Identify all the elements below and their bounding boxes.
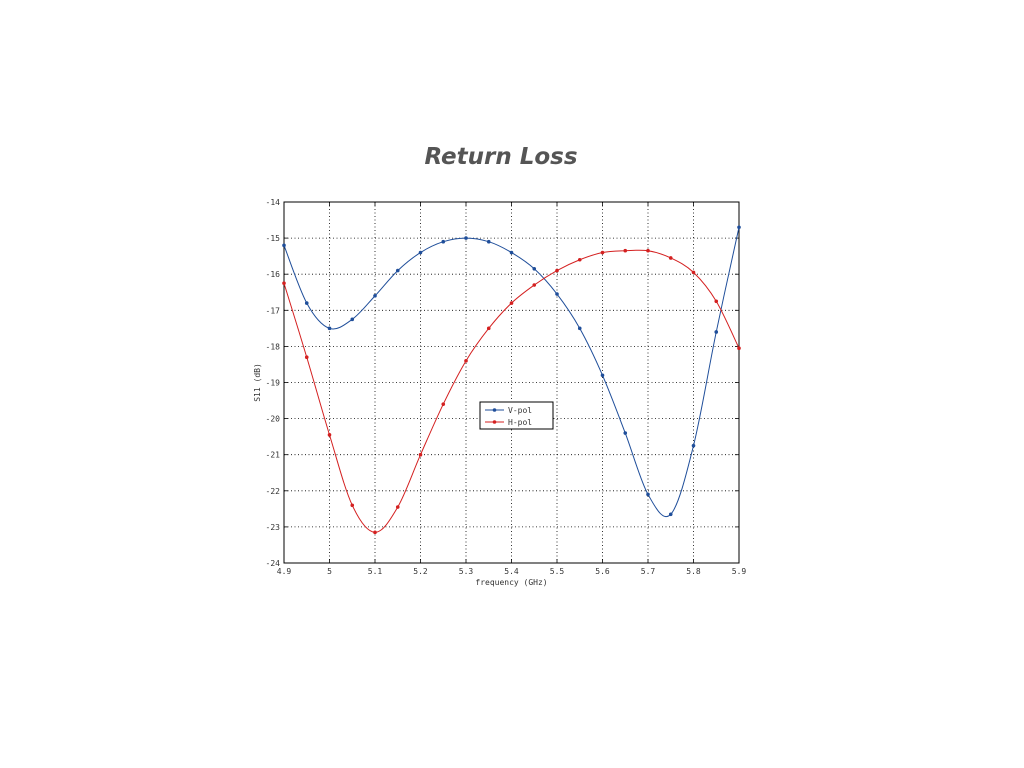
data-point — [486, 326, 491, 331]
data-point — [441, 239, 446, 244]
y-tick-label: -16 — [266, 270, 281, 279]
x-tick-label: 5.9 — [732, 567, 747, 576]
data-point — [486, 239, 491, 244]
x-tick-label: 5.4 — [504, 567, 519, 576]
data-series — [282, 225, 741, 535]
data-point — [600, 250, 605, 255]
data-point — [373, 294, 377, 298]
y-tick-label: -18 — [266, 342, 281, 351]
data-point — [646, 248, 650, 253]
y-tick-label: -20 — [266, 415, 281, 424]
x-tick-label: 5.3 — [459, 567, 474, 576]
data-point — [577, 326, 582, 331]
data-point — [532, 266, 537, 271]
legend-box — [479, 401, 554, 430]
data-point — [418, 452, 423, 457]
data-point — [441, 402, 446, 406]
data-point — [555, 268, 559, 273]
x-axis-tick-labels: 4.9 5 5.1 5.2 5.3 5.4 5.5 5.6 5.7 5.8 5.9 — [277, 567, 747, 576]
data-point — [464, 359, 468, 363]
chart-title: Return Loss — [424, 144, 578, 170]
y-tick-label: -14 — [266, 198, 281, 207]
legend-entry-label: H-pol — [508, 418, 532, 427]
y-tick-label: -15 — [266, 234, 281, 243]
x-tick-label: 5 — [327, 567, 332, 576]
data-point — [623, 431, 628, 435]
data-point — [737, 225, 741, 230]
data-point — [577, 257, 582, 262]
data-point — [600, 373, 605, 378]
data-point — [395, 268, 400, 273]
x-tick-label: 5.7 — [641, 567, 656, 576]
data-point — [509, 250, 514, 255]
data-point — [737, 346, 741, 351]
data-point — [282, 243, 286, 248]
y-tick-label: -21 — [266, 451, 281, 460]
data-point — [532, 283, 537, 287]
legend: V-pol H-pol — [479, 401, 554, 430]
x-tick-label: 4.9 — [277, 567, 292, 576]
y-axis-tick-labels: -14 -15 -16 -17 -18 -19 -20 -21 -22 -23 -24 — [266, 198, 281, 568]
data-point — [464, 236, 468, 240]
y-tick-label: -23 — [266, 523, 281, 532]
data-point — [691, 270, 696, 275]
data-point — [418, 250, 423, 255]
data-point — [714, 330, 719, 334]
x-tick-label: 5.8 — [686, 567, 701, 576]
y-tick-label: -22 — [266, 487, 281, 496]
data-point — [668, 256, 673, 260]
data-point — [350, 317, 355, 322]
data-point — [646, 492, 650, 497]
y-tick-label: -24 — [266, 559, 281, 568]
x-axis-label: frequency (GHz) — [475, 578, 547, 587]
y-tick-label: -19 — [266, 379, 281, 388]
x-tick-label: 5.1 — [368, 567, 383, 576]
data-point — [395, 505, 400, 509]
series-v-pol — [282, 225, 741, 517]
legend-swatch-marker — [492, 420, 497, 424]
tick-marks — [283, 201, 740, 564]
data-point — [327, 326, 332, 331]
x-tick-label: 5.5 — [550, 567, 565, 576]
data-point — [304, 355, 309, 360]
data-point — [691, 443, 696, 448]
y-tick-label: -17 — [266, 306, 281, 315]
data-point — [509, 301, 514, 305]
data-point — [555, 292, 559, 296]
data-point — [350, 503, 355, 508]
series-line — [283, 227, 740, 517]
y-axis-label: S11 (dB) — [253, 363, 262, 402]
data-point — [373, 530, 377, 535]
data-point — [282, 281, 286, 286]
data-point — [304, 301, 309, 305]
data-point — [714, 299, 719, 304]
grid-lines — [284, 202, 739, 563]
x-tick-label: 5.2 — [413, 567, 428, 576]
data-point — [623, 248, 628, 253]
x-tick-label: 5.6 — [595, 567, 610, 576]
data-point — [327, 433, 332, 437]
legend-swatch-marker — [492, 408, 497, 412]
legend-entry-label: V-pol — [508, 406, 532, 415]
data-point — [668, 512, 673, 517]
series-h-pol — [282, 248, 741, 535]
